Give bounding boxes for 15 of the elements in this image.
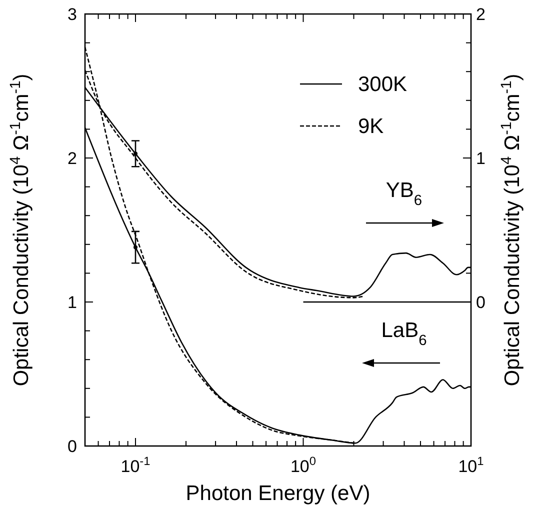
y-tick-label: 0: [68, 437, 77, 456]
annotation: LaB$_{6}$: [381, 319, 427, 349]
x-tick-label: 10$^{-1}$: [120, 454, 151, 476]
annotation: YB$_{6}$: [386, 179, 422, 209]
y2-tick-label: 2: [476, 5, 486, 24]
y-tick-label: 3: [68, 5, 77, 24]
legend-label: 9K: [358, 115, 384, 138]
x-tick-label: 10$^{1}$: [458, 454, 484, 476]
y-tick-label: 1: [68, 293, 77, 312]
y2-tick-label: 1: [476, 149, 486, 168]
y2-tick-label: 0: [476, 293, 486, 312]
y-tick-label: 2: [68, 149, 77, 168]
x-axis-title: Photon Energy (eV): [186, 482, 370, 505]
x-tick-label: 10$^{0}$: [290, 454, 316, 476]
legend-label: 300K: [358, 73, 408, 96]
